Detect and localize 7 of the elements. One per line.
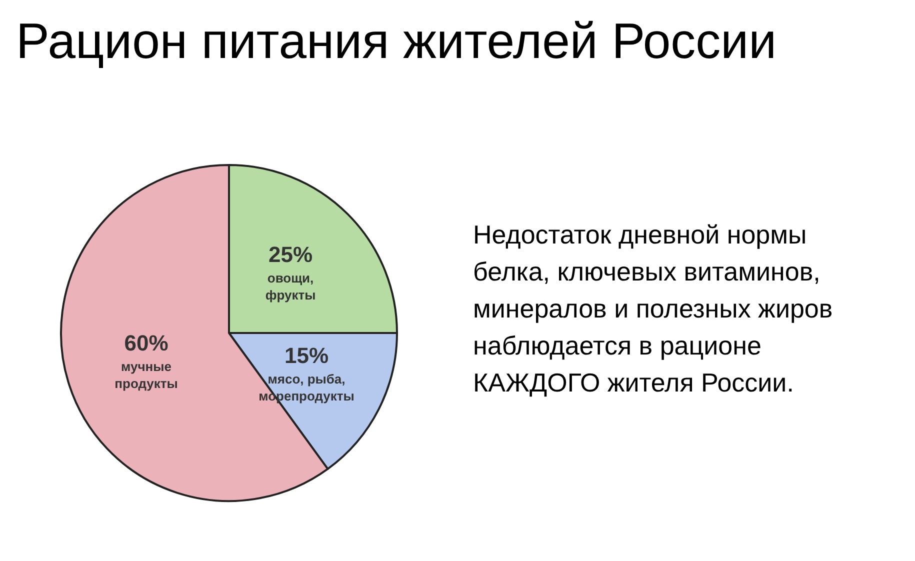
slice-label: мучные продукты: [114, 358, 178, 391]
data-label: 60%: [124, 330, 168, 356]
data-label: 25%: [268, 242, 313, 267]
text: Недостаток дневной нормы белка, ключевых витаминов, минералов и полезных жиров наблюдается в рационе КАЖДОГО жителя России.: [473, 220, 833, 398]
data-label: 15%: [284, 342, 329, 368]
chart-title: Рацион питания жителей России: [16, 13, 777, 69]
slice-label: овощи, фрукты: [265, 270, 316, 302]
